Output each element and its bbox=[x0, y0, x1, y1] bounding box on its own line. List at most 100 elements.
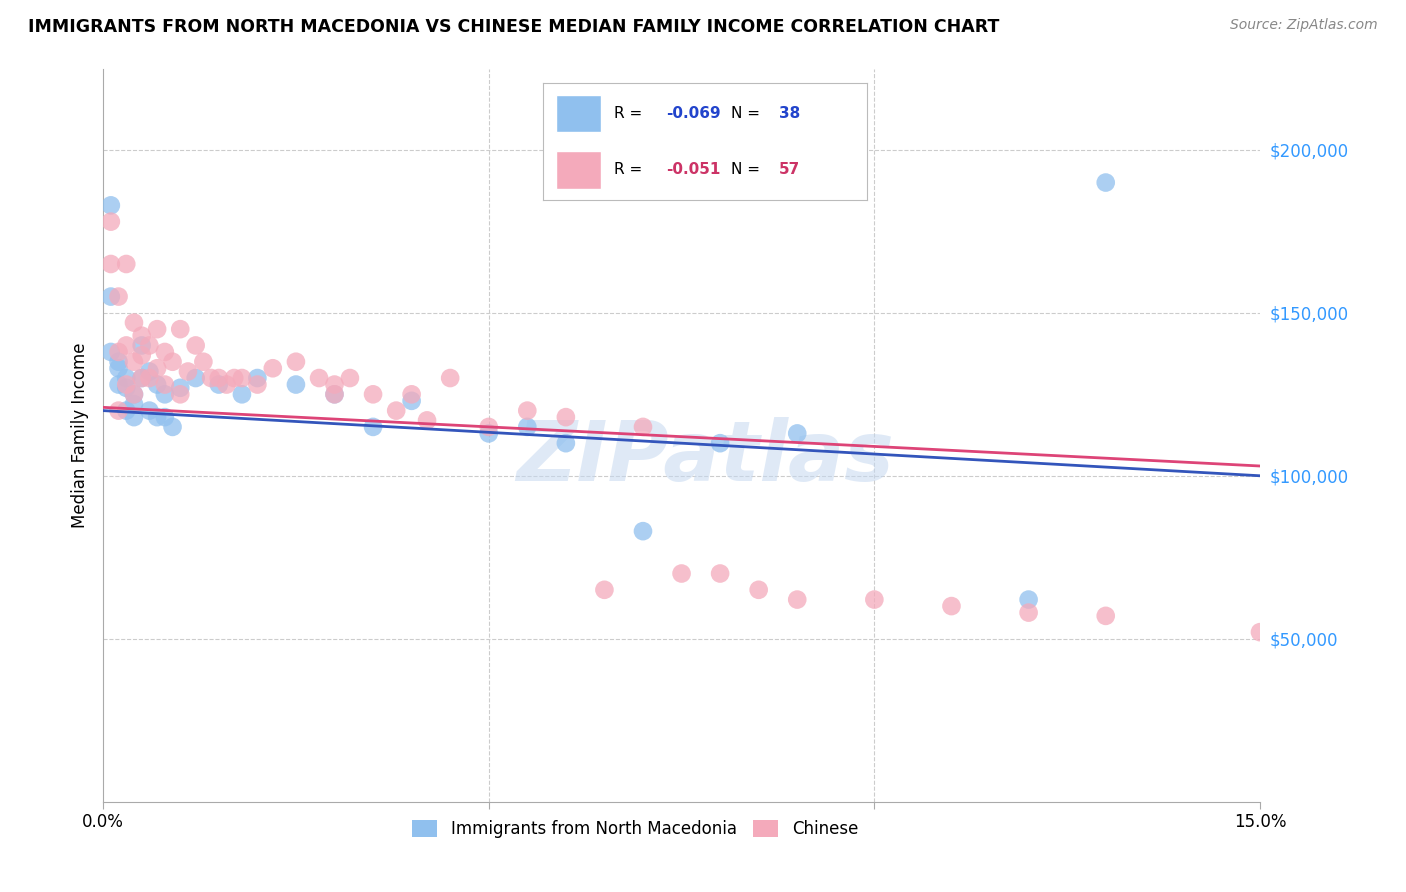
Point bbox=[100, 257, 122, 271]
Point bbox=[146, 377, 169, 392]
Point bbox=[131, 328, 153, 343]
Point bbox=[478, 420, 501, 434]
Text: ZIPatlas: ZIPatlas bbox=[516, 417, 894, 498]
Point bbox=[215, 377, 238, 392]
Point bbox=[1094, 176, 1116, 190]
Point bbox=[262, 361, 284, 376]
Point bbox=[107, 377, 129, 392]
Point bbox=[308, 371, 330, 385]
Point bbox=[131, 371, 153, 385]
Point bbox=[361, 420, 384, 434]
Point bbox=[131, 371, 153, 385]
Point bbox=[184, 338, 207, 352]
Point bbox=[554, 436, 576, 450]
Point bbox=[401, 387, 423, 401]
Point bbox=[177, 364, 200, 378]
Text: IMMIGRANTS FROM NORTH MACEDONIA VS CHINESE MEDIAN FAMILY INCOME CORRELATION CHAR: IMMIGRANTS FROM NORTH MACEDONIA VS CHINE… bbox=[28, 18, 1000, 36]
Point bbox=[671, 566, 693, 581]
Point bbox=[146, 361, 169, 376]
Point bbox=[115, 371, 138, 385]
Point bbox=[516, 420, 538, 434]
Point bbox=[138, 364, 160, 378]
Point bbox=[941, 599, 963, 613]
Point bbox=[153, 377, 176, 392]
Point bbox=[115, 381, 138, 395]
Point bbox=[169, 322, 191, 336]
Point bbox=[1018, 606, 1040, 620]
Point bbox=[107, 289, 129, 303]
Point bbox=[169, 381, 191, 395]
Point bbox=[153, 387, 176, 401]
Point bbox=[231, 371, 253, 385]
Point bbox=[208, 377, 231, 392]
Point bbox=[169, 387, 191, 401]
Point bbox=[246, 371, 269, 385]
Point bbox=[631, 524, 654, 538]
Point bbox=[385, 403, 408, 417]
Point bbox=[1018, 592, 1040, 607]
Point bbox=[323, 387, 346, 401]
Point bbox=[122, 316, 145, 330]
Point bbox=[709, 566, 731, 581]
Point bbox=[100, 214, 122, 228]
Point bbox=[361, 387, 384, 401]
Point bbox=[284, 355, 307, 369]
Point bbox=[478, 426, 501, 441]
Point bbox=[200, 371, 222, 385]
Point bbox=[107, 361, 129, 376]
Point bbox=[246, 377, 269, 392]
Point bbox=[516, 403, 538, 417]
Point bbox=[115, 257, 138, 271]
Point bbox=[284, 377, 307, 392]
Point bbox=[593, 582, 616, 597]
Point bbox=[709, 436, 731, 450]
Point bbox=[100, 289, 122, 303]
Point bbox=[146, 322, 169, 336]
Point bbox=[131, 348, 153, 362]
Point bbox=[401, 393, 423, 408]
Point bbox=[323, 377, 346, 392]
Point bbox=[748, 582, 770, 597]
Point bbox=[786, 592, 808, 607]
Y-axis label: Median Family Income: Median Family Income bbox=[72, 343, 89, 528]
Point bbox=[184, 371, 207, 385]
Point bbox=[107, 403, 129, 417]
Text: Source: ZipAtlas.com: Source: ZipAtlas.com bbox=[1230, 18, 1378, 32]
Point bbox=[146, 410, 169, 425]
Point bbox=[122, 397, 145, 411]
Point bbox=[138, 403, 160, 417]
Point bbox=[231, 387, 253, 401]
Point bbox=[115, 377, 138, 392]
Point bbox=[153, 410, 176, 425]
Point bbox=[100, 345, 122, 359]
Point bbox=[631, 420, 654, 434]
Point bbox=[115, 403, 138, 417]
Point bbox=[122, 355, 145, 369]
Point bbox=[138, 371, 160, 385]
Point bbox=[122, 387, 145, 401]
Point bbox=[339, 371, 361, 385]
Point bbox=[153, 345, 176, 359]
Point bbox=[162, 355, 184, 369]
Legend: Immigrants from North Macedonia, Chinese: Immigrants from North Macedonia, Chinese bbox=[406, 813, 865, 845]
Point bbox=[122, 410, 145, 425]
Point bbox=[138, 338, 160, 352]
Point bbox=[863, 592, 886, 607]
Point bbox=[193, 355, 215, 369]
Point bbox=[1249, 625, 1271, 640]
Point bbox=[786, 426, 808, 441]
Point bbox=[323, 387, 346, 401]
Point bbox=[107, 355, 129, 369]
Point bbox=[162, 420, 184, 434]
Point bbox=[439, 371, 461, 385]
Point bbox=[122, 387, 145, 401]
Point bbox=[224, 371, 246, 385]
Point bbox=[1094, 608, 1116, 623]
Point bbox=[107, 345, 129, 359]
Point bbox=[100, 198, 122, 212]
Point bbox=[208, 371, 231, 385]
Point bbox=[554, 410, 576, 425]
Point bbox=[115, 338, 138, 352]
Point bbox=[416, 413, 439, 427]
Point bbox=[131, 338, 153, 352]
